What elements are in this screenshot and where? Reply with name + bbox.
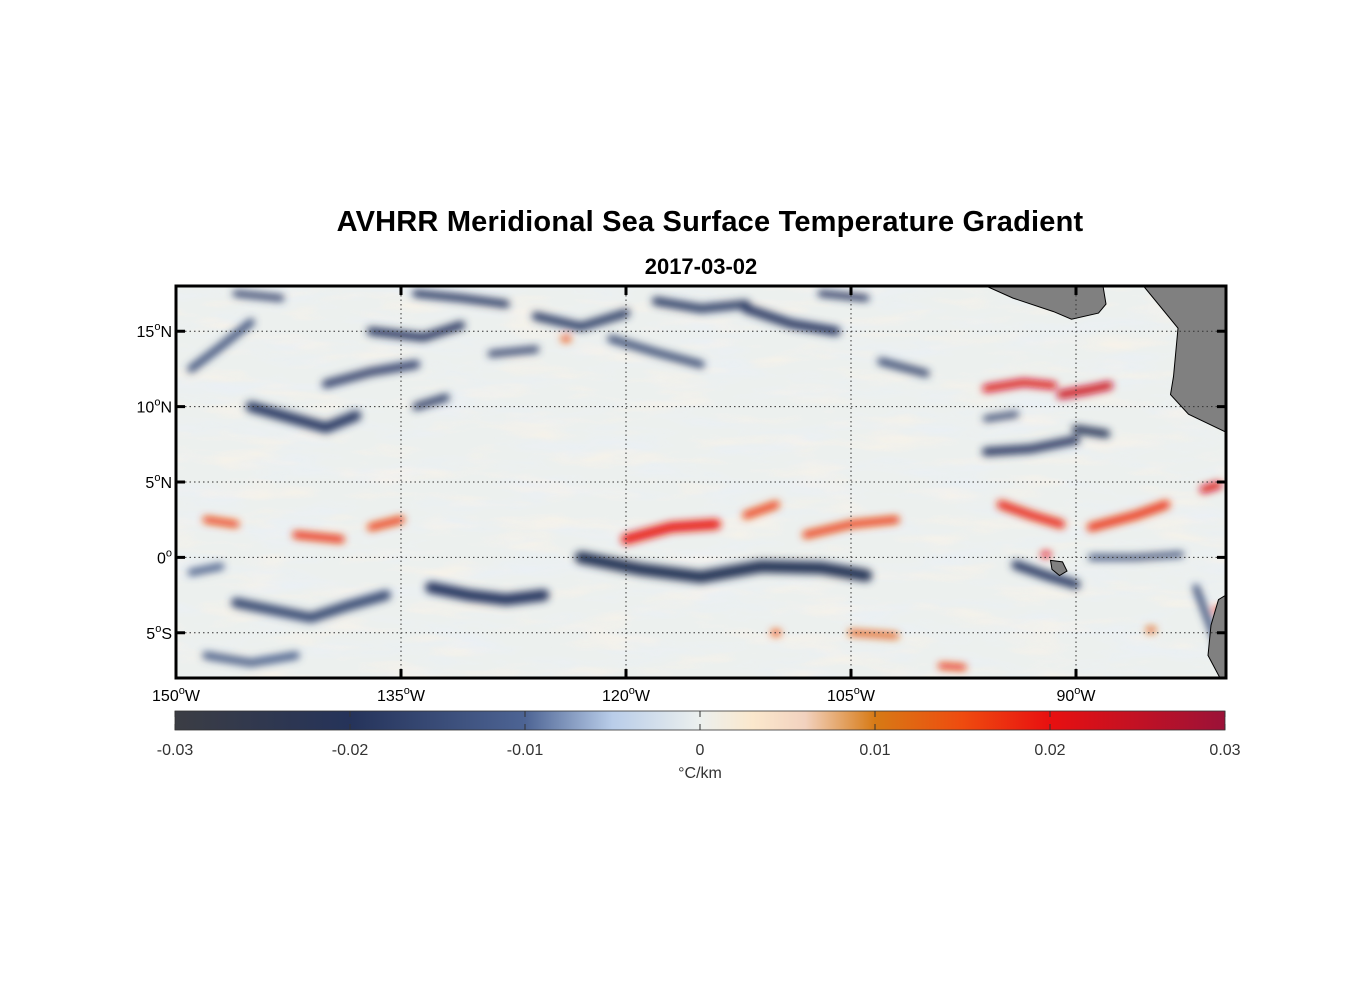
axis-labels: 150oW 135oW 120oW 105oW 90oW 15oN 10oN 5oN 0o 5oS: [137, 321, 1097, 705]
lat-tick-label: 5oS: [146, 623, 172, 643]
gradient-feature: [1040, 551, 1052, 558]
colorbar-tick-label: 0.03: [1209, 742, 1240, 759]
gradient-feature: [187, 318, 255, 373]
colorbar: -0.03 -0.02 -0.01 0 0.01 0.02 0.03 °C/km: [157, 710, 1241, 782]
land-polygon: [1049, 559, 1068, 577]
colorbar-unit-label: °C/km: [678, 765, 722, 782]
gradient-feature: [802, 516, 900, 539]
map-plot-area: [176, 286, 1226, 678]
colorbar-tick-label: 0.01: [859, 742, 890, 759]
colorbar-tick-label: -0.03: [157, 742, 194, 759]
gradient-feature: [202, 516, 240, 528]
gradient-feature: [366, 321, 466, 342]
land-polygon: [985, 286, 1226, 433]
gradient-feature: [232, 290, 285, 302]
gradient-feature: [621, 519, 721, 545]
gradient-feature: [1199, 481, 1223, 494]
colorbar-tick-label: -0.02: [332, 742, 369, 759]
gradient-feature: [367, 516, 405, 531]
colorbar-ticks: -0.03 -0.02 -0.01 0 0.01 0.02 0.03: [157, 711, 1241, 759]
gradient-feature: [412, 393, 450, 411]
gradient-feature: [741, 304, 841, 336]
gradient-feature: [487, 346, 540, 358]
lat-tick-label: 10oN: [137, 397, 172, 417]
lon-tick-label: 105oW: [827, 685, 876, 705]
gradient-feature: [848, 629, 899, 639]
gradient-feature: [607, 335, 705, 369]
gradient-feature: [981, 435, 1081, 456]
gradient-feature: [996, 500, 1066, 529]
lat-tick-label: 5oN: [145, 472, 172, 492]
gradient-feature: [1056, 381, 1114, 399]
gradient-feature: [412, 289, 510, 308]
map-subtitle: 2017-03-02: [644, 254, 758, 279]
gradient-features: [187, 289, 1224, 671]
lon-tick-label: 90oW: [1056, 685, 1096, 705]
gradient-feature: [651, 296, 751, 313]
gradient-feature: [1086, 500, 1171, 532]
gradient-feature: [877, 357, 930, 378]
gradient-feature: [938, 662, 967, 671]
gradient-feature: [574, 551, 873, 584]
lat-tick-label: 0o: [157, 547, 172, 567]
map-title: AVHRR Meridional Sea Surface Temperature…: [336, 206, 1084, 238]
gradient-feature: [560, 335, 572, 343]
gradient-feature: [321, 360, 421, 389]
lon-tick-label: 120oW: [602, 685, 651, 705]
gradient-feature: [531, 308, 631, 331]
gradient-feature: [245, 401, 362, 434]
gradient-feature: [1145, 626, 1157, 634]
land-layer: [985, 286, 1226, 678]
gradient-feature: [425, 581, 550, 606]
sst-gradient-texture: [176, 286, 1226, 678]
lat-tick-label: 15oN: [137, 321, 172, 341]
colorbar-tick-label: 0: [696, 742, 705, 759]
gradient-feature: [982, 378, 1058, 393]
gradient-feature: [187, 563, 225, 576]
gradient-feature: [983, 411, 1019, 422]
gradient-feature: [231, 590, 391, 623]
colorbar-tick-label: -0.01: [507, 742, 544, 759]
colorbar-tick-label: 0.02: [1034, 742, 1065, 759]
gradient-feature: [202, 651, 300, 667]
lon-tick-label: 150oW: [152, 685, 201, 705]
gradient-feature: [742, 500, 780, 519]
gradient-feature: [1011, 560, 1081, 590]
gradient-feature: [292, 531, 345, 543]
gradient-feature: [1071, 425, 1111, 438]
land-polygon: [1207, 594, 1226, 678]
lon-tick-label: 135oW: [377, 685, 426, 705]
gradient-feature: [817, 290, 870, 302]
axis-ticks: [174, 286, 1226, 678]
